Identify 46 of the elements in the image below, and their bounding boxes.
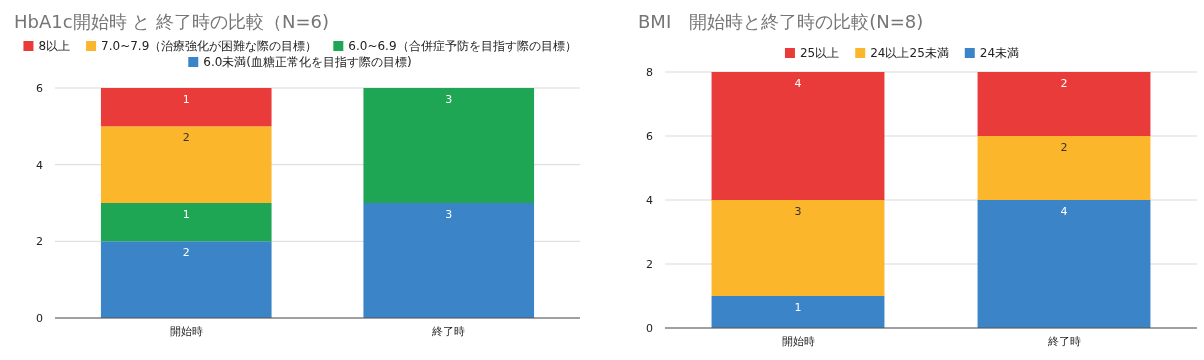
data-label: 1 [182,208,190,221]
bar [100,126,272,203]
x-tick-label: 開始時 [781,335,815,348]
y-tick-label: 2 [646,258,653,271]
data-label: 4 [1060,205,1068,218]
bar [363,88,535,203]
legend-label: 6.0~6.9（合併症予防を目指す際の目標） [348,39,577,53]
data-label: 2 [182,131,190,145]
y-tick-label: 0 [36,312,43,325]
bar [363,203,535,318]
y-tick-label: 2 [36,235,43,249]
data-label: 3 [445,208,453,221]
bar [711,296,885,328]
y-tick-label: 6 [646,130,653,143]
data-label: 1 [182,93,190,106]
bar [100,241,272,318]
chart-title: BMI 開始時と終了時の比較(N=8) [638,11,924,32]
y-tick-label: 8 [646,66,653,79]
legend-label: 7.0~7.9（治療強化が困難な際の目標） [101,39,318,53]
legend-label: 24以上25未満 [870,46,949,60]
y-tick-label: 6 [36,82,43,95]
bar [977,136,1151,200]
bar [100,88,272,127]
y-tick-label: 4 [646,194,653,207]
y-tick-label: 0 [646,322,653,335]
data-label: 2 [1060,141,1068,154]
legend-label: 6.0未満(血糖正常化を目指す際の目標) [203,55,412,69]
bar [711,200,885,296]
data-label: 3 [445,93,453,106]
bar [711,72,885,200]
legend-label: 8以上 [38,39,71,53]
data-label: 4 [794,77,802,90]
x-tick-label: 終了時 [1046,335,1081,348]
data-label: 2 [1060,77,1068,90]
legend-label: 25以上 [799,46,840,60]
chart-title: HbA1c開始時 と 終了時の比較（N=6) [14,11,330,32]
bar [977,72,1151,136]
legend-label: 24未満 [979,46,1020,60]
x-tick-label: 終了時 [431,325,466,338]
bar [100,203,272,242]
x-tick-label: 開始時 [169,325,203,338]
y-tick-label: 4 [36,158,43,172]
data-label: 3 [794,205,802,218]
data-label: 1 [794,301,802,314]
bar [977,200,1151,328]
data-label: 2 [182,246,190,260]
